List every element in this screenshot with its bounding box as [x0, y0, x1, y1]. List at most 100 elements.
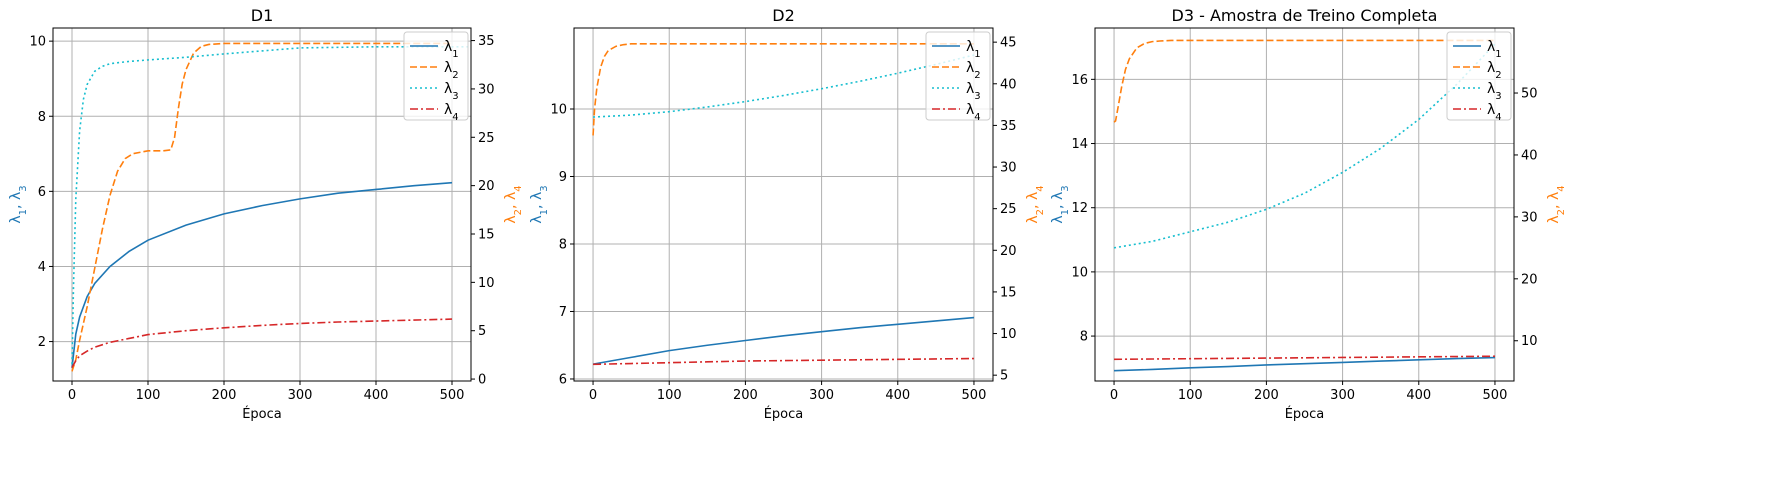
series-line-2 [71, 42, 452, 372]
legend-box [925, 31, 991, 121]
plot-frame [573, 27, 994, 382]
x-tick-label: 300 [809, 388, 834, 403]
x-axis-label: Época [1285, 406, 1325, 422]
x-axis-label: Época [764, 406, 804, 422]
y-left-tick-label: 10 [29, 35, 46, 50]
legend-label-4: λ4 [966, 102, 981, 123]
legend-label-3: λ3 [1487, 81, 1502, 102]
legend-label-3: λ3 [966, 81, 981, 102]
x-tick-label: 200 [212, 388, 237, 403]
legend-label-2: λ2 [966, 60, 981, 81]
legend-label-1: λ1 [444, 39, 459, 60]
y-right-axis-label: λ2, λ4 [1546, 185, 1567, 223]
legend-label-3: λ3 [444, 81, 459, 102]
y-left-tick-label: 8 [38, 110, 46, 125]
y-right-tick-label: 35 [478, 34, 495, 49]
chart-panel-3: 0 100 200 300 400 500 8 10 12 14 16 10 20 30 40 50 D3 - … [1050, 6, 1567, 422]
legend-box [403, 31, 469, 121]
y-right-tick-label: 30 [478, 82, 495, 97]
x-axis-label: Época [242, 406, 282, 422]
x-tick-label: 100 [1178, 388, 1203, 403]
legend-label-1: λ1 [966, 39, 981, 60]
plot-frame [52, 27, 472, 382]
x-tick-label: 500 [1483, 388, 1508, 403]
series-line-3 [593, 54, 975, 118]
x-tick-label: 200 [1254, 388, 1279, 403]
series-line-4 [71, 318, 453, 368]
x-tick-label: 500 [440, 388, 465, 403]
y-right-tick-label: 0 [478, 373, 486, 388]
y-right-tick-label: 30 [1521, 210, 1538, 225]
x-tick-label: 0 [1110, 388, 1118, 403]
x-tick-label: 400 [1406, 388, 1431, 403]
y-right-tick-label: 40 [1521, 148, 1538, 163]
x-tick-label: 300 [288, 388, 313, 403]
y-right-tick-label: 20 [1521, 272, 1538, 287]
y-right-tick-label: 40 [1000, 77, 1017, 92]
y-left-axis-label: λ1, λ3 [1050, 185, 1071, 223]
plot-frame [1094, 27, 1515, 382]
y-right-tick-label: 15 [1000, 285, 1017, 300]
chart-title: D1 [251, 6, 274, 25]
y-right-tick-label: 50 [1521, 87, 1538, 102]
series-line-4 [593, 357, 974, 366]
series-line-1 [1114, 356, 1495, 372]
x-tick-label: 400 [364, 388, 389, 403]
y-right-tick-label: 25 [478, 131, 495, 146]
y-left-tick-label: 14 [1071, 137, 1088, 152]
legend-label-1: λ1 [1487, 39, 1502, 60]
legend-label-4: λ4 [444, 102, 459, 123]
y-right-tick-label: 25 [1000, 202, 1017, 217]
x-tick-label: 300 [1330, 388, 1355, 403]
x-tick-label: 0 [68, 388, 76, 403]
y-left-axis-label: λ1, λ3 [8, 185, 29, 223]
y-right-tick-label: 10 [1521, 334, 1538, 349]
y-left-tick-label: 7 [559, 305, 567, 320]
y-right-tick-label: 20 [478, 179, 495, 194]
x-tick-label: 100 [136, 388, 161, 403]
chart-title: D3 - Amostra de Treino Completa [1172, 6, 1438, 25]
y-left-tick-label: 8 [1080, 330, 1088, 345]
y-right-tick-label: 10 [1000, 327, 1017, 342]
y-left-tick-label: 10 [1071, 265, 1088, 280]
x-tick-label: 100 [657, 388, 682, 403]
y-left-tick-label: 9 [559, 170, 567, 185]
x-tick-label: 400 [885, 388, 910, 403]
y-right-tick-label: 10 [478, 276, 495, 291]
legend-label-4: λ4 [1487, 102, 1502, 123]
series-line-2 [1113, 39, 1495, 123]
x-tick-label: 0 [589, 388, 597, 403]
series-line-3 [1113, 43, 1496, 249]
y-left-axis-label: λ1, λ3 [529, 185, 550, 223]
chart-panel-2: 0 100 200 300 400 500 6 7 8 9 10 5 10 15 20 25 30 35 40 45 D… [529, 6, 1046, 422]
y-right-tick-label: 15 [478, 227, 495, 242]
legend-label-2: λ2 [1487, 60, 1502, 81]
y-right-axis-label: λ2, λ4 [503, 185, 524, 223]
chart-title: D2 [772, 6, 795, 25]
y-left-tick-label: 2 [38, 335, 46, 350]
y-left-tick-label: 16 [1071, 73, 1088, 88]
y-right-tick-label: 5 [478, 324, 486, 339]
y-right-tick-label: 30 [1000, 161, 1017, 176]
y-right-tick-label: 35 [1000, 119, 1017, 134]
y-left-tick-label: 12 [1071, 201, 1088, 216]
y-left-tick-label: 6 [559, 372, 567, 387]
legend-label-2: λ2 [444, 60, 459, 81]
y-right-axis-label: λ2, λ4 [1025, 185, 1046, 223]
series-line-3 [71, 45, 471, 365]
chart-panel-1: 0 100 200 300 400 50024681005101520253035D1Ép… [8, 6, 524, 422]
series-line-1 [592, 316, 975, 365]
y-right-tick-label: 20 [1000, 244, 1017, 259]
y-left-tick-label: 4 [38, 260, 46, 275]
y-left-tick-label: 8 [559, 237, 567, 252]
legend-box [1446, 31, 1512, 121]
series-line-1 [71, 181, 453, 368]
x-tick-label: 500 [962, 388, 987, 403]
y-right-tick-label: 5 [1000, 369, 1008, 384]
y-left-tick-label: 10 [550, 102, 567, 117]
series-line-2 [592, 43, 974, 136]
